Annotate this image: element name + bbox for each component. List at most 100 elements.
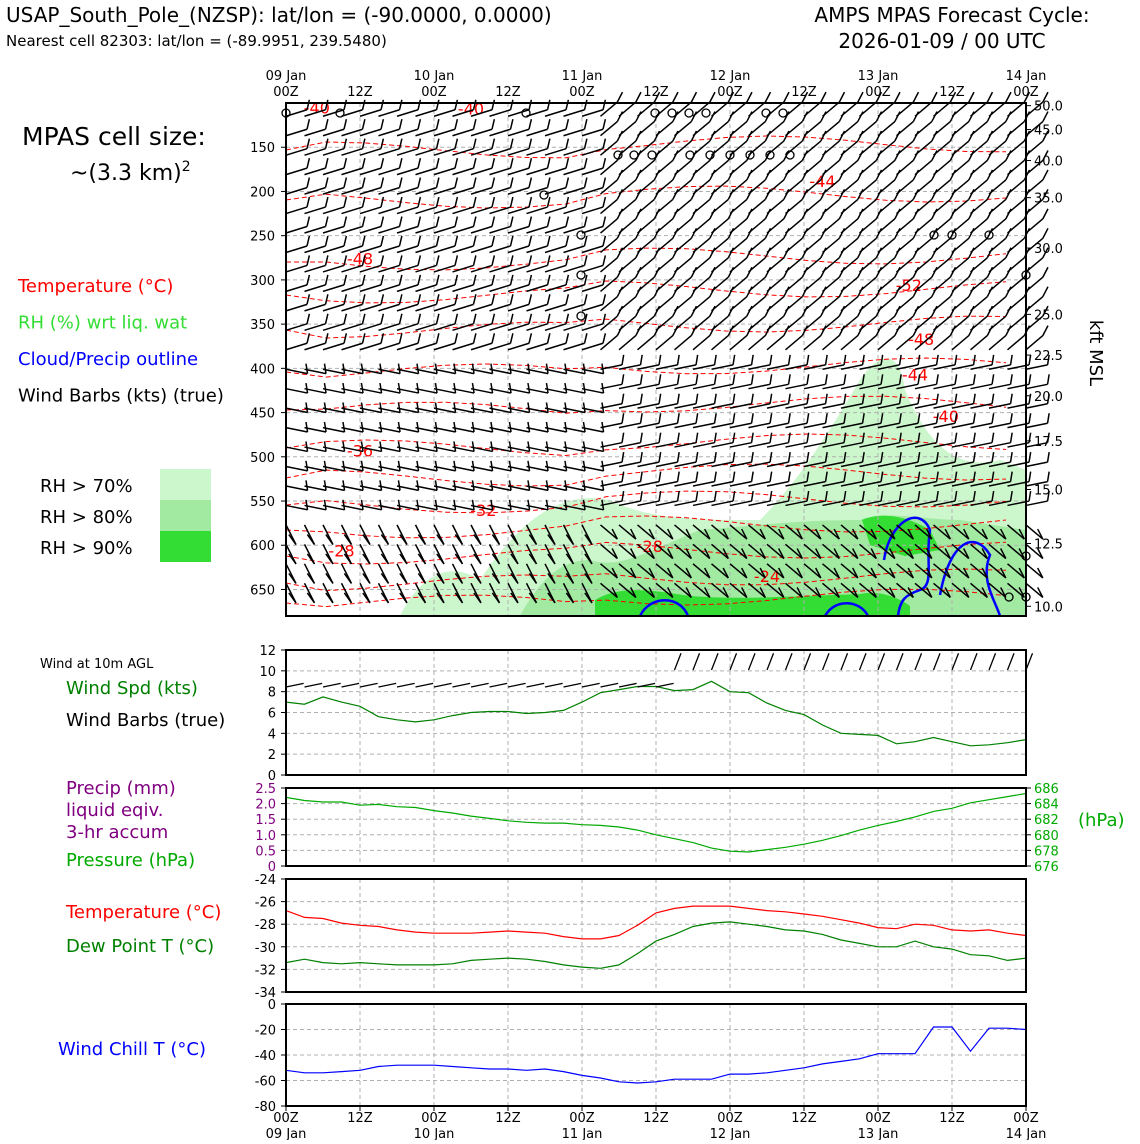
wind-barb-flag [857,208,864,220]
wind-barb [692,335,711,351]
wind-barb-flag [843,413,847,424]
wind-barb-flag [653,150,661,161]
wind-barb [933,403,956,409]
cloud-outline [938,540,1002,617]
wind-barb-flag [741,528,748,540]
wind-barb [896,582,914,599]
height-tick-label: 12.5 [1034,537,1063,552]
top-time-label: 00Z [273,85,299,100]
wind-barb-flag [954,452,958,463]
calm-wind-circle [929,230,939,240]
wind-barb-flag [602,235,607,247]
wind-barb-flag [398,255,403,266]
wind-barb [470,167,493,176]
wind-barb [470,407,493,414]
wind-barb [637,441,660,448]
wind-barb-flag [769,354,773,365]
wind-barb-flag [820,208,827,220]
wind-barb-flag [806,354,810,365]
wind-barb-flag [759,567,766,579]
calm-wind-circle [725,150,735,160]
top-time-label: 12Z [791,85,817,100]
wind-barb [970,335,988,351]
wind-barb-flag [1046,490,1050,502]
wind-barb [618,364,641,370]
wind-barb-flag [398,313,403,324]
wind-barb [544,485,567,492]
wind-barb [285,368,308,375]
wind-barb-flag [894,325,901,336]
wind-barb-flag [582,421,586,433]
wind-barb-flag [454,534,464,545]
wind-barb-flag [306,553,316,565]
wind-barb-flag [1000,528,1007,540]
wind-barb [859,500,882,507]
wind-barb [378,284,400,293]
wind-barb [859,422,882,429]
wind-barb-flag [713,432,717,443]
wind-barb [489,303,511,312]
temperature-label: Temperature (°C) [65,902,221,923]
wind-barb-flag [343,255,348,266]
wind-barb [470,426,493,433]
wind-barb-flag [360,460,364,472]
wind-barb-flag [417,196,422,208]
wind-barb-flag [1046,452,1050,463]
wind-barb [563,206,585,215]
wind-barb-flag [473,572,482,584]
wind-barb-flag [473,553,482,565]
wind-barb [378,303,400,312]
surface-wind-barb [470,682,489,688]
wind-barb [396,225,419,234]
wind-barb [526,264,548,273]
wind-barb-flag [852,528,859,540]
wind-barb [581,485,604,492]
wind-barb [341,407,364,414]
wind-barb-flag [545,460,549,472]
wind-barb-flag [801,189,809,200]
wind-barb [433,426,456,433]
wind-barb-flag [750,432,754,443]
surface-wind-barb [766,652,775,671]
wind-barb-flag [986,189,994,200]
wind-barb [711,524,729,540]
wind-barb [600,524,618,540]
wind-barb-flag [759,587,766,598]
wind-barb [433,387,456,394]
pressure-tick-label: 500 [250,451,275,466]
wind-barb [415,446,438,453]
wind-barb-flag [509,119,514,130]
wind-barb-flag [1005,325,1012,336]
wind-barb-flag [288,592,297,604]
x-date-label: 09 Jan [266,1127,307,1140]
wind-barb-flag [806,490,810,502]
wind-barb-flag [1028,354,1032,365]
wind-barb-flag [435,196,440,208]
wind-barb-flag [565,274,570,286]
wind-barb-flag [435,235,440,247]
wind-barb-flag [399,572,408,584]
wind-barb-flag [685,528,692,540]
wind-barb [988,441,1011,448]
wind-barb [470,323,493,332]
wind-barb [396,323,419,332]
wind-barb-flag [510,592,519,604]
surface-wind-barb [1006,652,1015,671]
wind-barb-flag [750,471,754,482]
wind-barb-flag [545,480,549,491]
wind-barb [637,422,660,429]
wind-barb [452,407,475,414]
wind-barb [581,407,604,414]
wind-barb-flag [635,227,642,239]
wind-barb-flag [417,157,422,169]
wind-barb-flag [1009,354,1013,365]
y-tick-label: 12 [259,644,276,659]
wind-barb-flag [360,480,364,491]
wind-barb-flag [491,196,496,208]
wind-barb [526,128,548,137]
surface-wind-barb [396,682,415,688]
wind-barb-flag [838,286,846,298]
wind-barb-flag [648,548,655,559]
wind-barb [507,128,530,137]
rh-legend-label: RH > 90% [40,538,133,559]
